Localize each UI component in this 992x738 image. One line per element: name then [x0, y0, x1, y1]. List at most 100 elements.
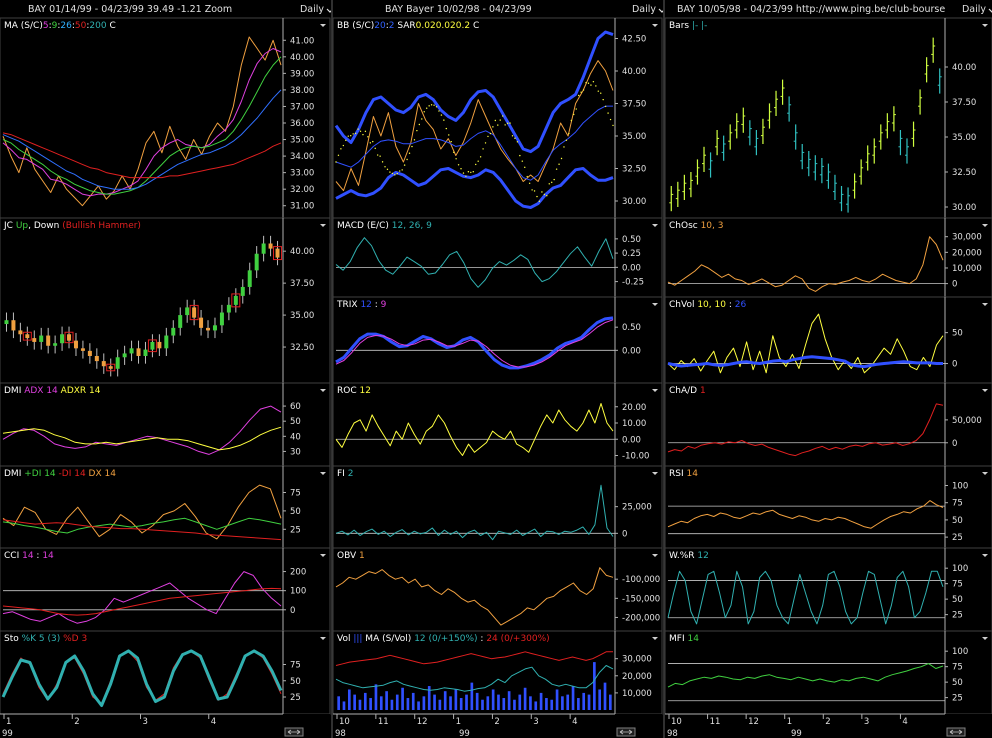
y-tick-label: 36.00 [290, 119, 314, 129]
candle-body [206, 327, 211, 331]
bars-chart[interactable]: Bars |- |- 40.00 37.50 35.00 32.50 30.00 [664, 17, 992, 219]
panel-menu-icon[interactable] [982, 554, 988, 557]
title-bar-background [333, 0, 665, 18]
panel-menu-icon[interactable] [652, 24, 658, 27]
rsi-chart[interactable]: RSI 14 100 75 50 25 [664, 465, 992, 549]
volume-bar [523, 687, 527, 710]
chosc-chart[interactable]: ChOsc 10, 3 30,000 20,000 10,000 0 [664, 217, 992, 298]
panel-menu-icon[interactable] [652, 472, 658, 475]
vol-chart[interactable]: Vol ||| MA (S/Vol) 12 (0/+150%) : 24 (0/… [332, 630, 663, 715]
legend-part: FI [337, 469, 345, 479]
y-tick-label: 200 [290, 568, 306, 578]
panel-menu-icon[interactable] [982, 303, 988, 306]
volume-bar [561, 696, 564, 710]
chad-chart[interactable]: ChA/D 1 50,000 0 [664, 382, 992, 467]
panel-menu-icon[interactable] [320, 24, 326, 27]
sar-dot [531, 189, 533, 191]
macd-chart[interactable]: MACD (E/C) 12, 26, 9 0.50 0.25 0.00 -0.25 [332, 217, 663, 298]
legend-part: DMI [4, 386, 24, 396]
sar-dot [585, 82, 587, 84]
candle-body [268, 243, 273, 249]
scroll-arrows-icon[interactable] [287, 729, 301, 735]
panel-menu-icon[interactable] [982, 24, 988, 27]
y-tick-label: 0 [952, 280, 957, 290]
legend-part: -DI 14 [56, 469, 86, 479]
volume-bar [491, 689, 495, 710]
sar-dot [452, 151, 455, 153]
candle-body [254, 253, 259, 271]
y-tick-label: 35.00 [290, 136, 314, 146]
sto-chart[interactable]: Sto %K 5 (3) %D 3 75 50 25 [0, 630, 331, 715]
panel-menu-icon[interactable] [320, 637, 326, 640]
legend-part: 1 [697, 386, 706, 396]
window-title: BAY 01/14/99 - 04/23/99 39.49 -1.21 Zoom [28, 4, 232, 15]
window-title-bar[interactable]: BAY 01/14/99 - 04/23/99 39.49 -1.21 Zoom… [0, 0, 334, 18]
series-line [2, 56, 282, 195]
sar-dot [511, 135, 514, 137]
panel-menu-icon[interactable] [320, 472, 326, 475]
bb-chart[interactable]: BB (S/C)20:2 SAR0.020.020.2 C42.5040.003… [332, 17, 663, 219]
window-title-bar[interactable]: BAY Bayer 10/02/98 - 04/23/99 Daily [333, 0, 666, 18]
y-tick-label: 0 [290, 606, 295, 616]
ma-chart[interactable]: MA (S/C)5:9:26:50:200 C41.0040.0039.0038… [0, 17, 331, 219]
series-line [335, 484, 614, 541]
panel-menu-icon[interactable] [652, 224, 658, 227]
scroll-arrows-icon[interactable] [619, 729, 633, 735]
fi-chart[interactable]: FI 2 25,000 0 [332, 465, 663, 549]
hammer-marker [64, 331, 74, 344]
volume-bar [465, 694, 468, 710]
panel-menu-icon[interactable] [982, 472, 988, 475]
panel-menu-icon[interactable] [652, 389, 658, 392]
panel-legend: MA (S/C)5:9:26:50:200 C [4, 21, 116, 31]
legend-part: 14 [42, 551, 54, 561]
panel-menu-icon[interactable] [652, 303, 658, 306]
panel-menu-icon[interactable] [982, 224, 988, 227]
panel-menu-icon[interactable] [652, 637, 658, 640]
panel-menu-icon[interactable] [320, 554, 326, 557]
legend-part: : [372, 300, 381, 310]
volume-bar [353, 694, 356, 710]
sar-dot [430, 104, 433, 106]
y-tick-label: -150,000 [622, 594, 660, 604]
panel-menu-icon[interactable] [320, 389, 326, 392]
dmi-di-chart[interactable]: DMI +DI 14 -DI 14 DX 14 75 50 25 [0, 465, 331, 549]
obv-chart[interactable]: OBV 1 -100,000 -150,000 -200,000 [332, 547, 663, 632]
y-tick-label: 0 [622, 529, 627, 539]
panel-menu-icon[interactable] [982, 389, 988, 392]
period-label: Daily [962, 4, 986, 15]
window-title-bar[interactable]: BAY 10/05/98 - 04/23/99 http://www.ping.… [665, 0, 992, 18]
volume-bar [470, 682, 474, 710]
trix-chart[interactable]: TRIX 12 : 9 0.50 0.00 [332, 296, 663, 384]
legend-part: TRIX [336, 300, 358, 310]
roc-chart[interactable]: ROC 12 20.00 10.00 0.00 -10.00 [332, 382, 663, 467]
jc-candle-chart[interactable]: JC Up, Down (Bullish Hammer) 40.00 37.50 35… [0, 217, 331, 384]
mfi-chart[interactable]: MFI 14 100 75 50 25 [664, 630, 992, 715]
legend-part: %K 5 (3) [19, 634, 61, 644]
volume-bar [417, 701, 420, 710]
scroll-arrows-icon[interactable] [949, 729, 963, 735]
chvol-chart[interactable]: ChVol 10, 10 : 26 50 0 [664, 296, 992, 384]
dmi-adx-chart[interactable]: DMI ADX 14 ADXR 14 60 50 40 30 [0, 382, 331, 467]
series-line [1, 649, 283, 707]
sar-dot [416, 129, 418, 132]
legend-part: : [478, 634, 487, 644]
wr-chart[interactable]: W.%R 12 100 75 50 25 [664, 547, 992, 632]
cci-chart[interactable]: CCI 14 : 14 200 100 0 [0, 547, 331, 632]
hammer-marker [189, 304, 199, 321]
legend-part: 14 [19, 551, 34, 561]
sar-dot [435, 106, 438, 108]
panel-legend: Vol ||| MA (S/Vol) 12 (0/+150%) : 24 (0/… [337, 634, 550, 644]
panel-menu-icon[interactable] [320, 224, 326, 227]
legend-part: ChA/D [669, 386, 697, 396]
panel-menu-icon[interactable] [652, 554, 658, 557]
y-tick-label: 20,000 [622, 672, 652, 682]
panel-menu-icon[interactable] [982, 637, 988, 640]
legend-part: 5 [43, 21, 49, 31]
sar-dot [604, 105, 607, 108]
y-tick-label: 39.00 [290, 69, 314, 79]
sar-dot [399, 170, 401, 172]
volume-bar [438, 699, 442, 710]
legend-part: RSI [669, 469, 684, 479]
chevron-down-icon[interactable] [988, 8, 992, 13]
candle-body [240, 286, 245, 296]
